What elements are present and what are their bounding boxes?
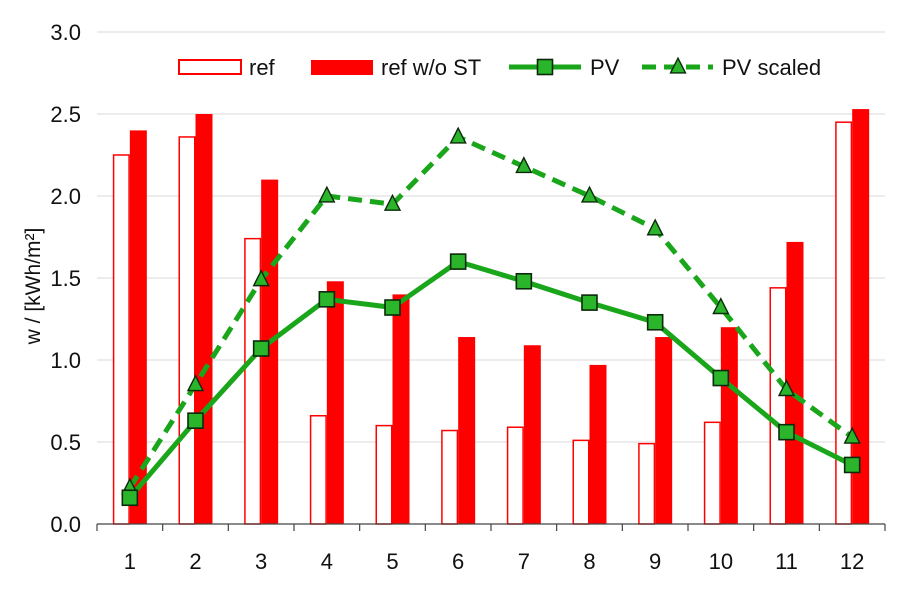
x-tick-label: 6: [452, 549, 464, 574]
x-tick-label: 4: [321, 549, 333, 574]
legend-marker-pv: [536, 58, 554, 76]
x-tick-label: 3: [255, 549, 267, 574]
bar-ref-wo-st: [195, 114, 213, 524]
point-pv: [581, 294, 598, 311]
point-pv-scaled: [252, 269, 270, 287]
bar-ref-wo-st: [852, 109, 870, 524]
x-tick-label: 12: [840, 549, 864, 574]
bar-ref-wo-st: [129, 130, 147, 524]
x-tick-label: 9: [649, 549, 661, 574]
legend-swatch-ref: [178, 59, 242, 75]
bar-ref-wo-st: [589, 364, 607, 524]
point-pv: [515, 272, 533, 290]
x-tick-label: 8: [583, 549, 595, 574]
point-pv: [252, 340, 270, 357]
point-pv: [843, 456, 861, 474]
point-pv: [121, 489, 139, 507]
x-tick-label: 5: [386, 549, 398, 574]
line-pv-scaled: [127, 134, 854, 490]
point-pv-scaled: [383, 193, 402, 211]
bar-ref: [769, 287, 787, 525]
point-pv: [318, 291, 336, 308]
point-pv: [384, 299, 401, 316]
line-pv: [127, 259, 854, 500]
bar-ref: [506, 426, 524, 525]
point-pv: [778, 423, 795, 441]
legend-label-pv: PV: [590, 55, 620, 80]
point-pv-scaled: [515, 156, 533, 174]
point-pv-scaled: [843, 426, 861, 444]
legend-marker-pv-scaled: [669, 56, 687, 74]
y-axis-title: w / [kWh/m²]: [22, 228, 45, 346]
legend-label-ref: ref: [249, 55, 276, 80]
grid: [97, 31, 885, 443]
bar-ref-wo-st: [458, 337, 476, 524]
bar-ref-wo-st: [326, 281, 344, 524]
point-pv: [646, 313, 664, 331]
x-tick-label: 1: [124, 549, 136, 574]
bar-ref-wo-st: [392, 294, 410, 524]
point-pv-scaled: [646, 218, 664, 236]
legend: ref ref w/o ST PV PV scaled: [178, 55, 821, 80]
legend-label-pv-scaled: PV scaled: [722, 55, 821, 80]
bar-ref: [638, 442, 656, 525]
point-pv-scaled: [777, 379, 796, 397]
point-pv-scaled: [580, 185, 599, 203]
bar-ref: [309, 415, 327, 525]
legend-swatch-ref-wo-st: [311, 60, 373, 75]
y-tick-label: 1.5: [50, 266, 81, 291]
bar-ref-wo-st: [720, 327, 738, 524]
y-tick-label: 2.0: [50, 184, 81, 209]
y-tick-label: 3.0: [50, 20, 81, 45]
point-pv: [449, 253, 467, 270]
bar-ref: [572, 439, 590, 525]
y-tick-label: 1.0: [50, 348, 81, 373]
y-tick-label: 2.5: [50, 102, 81, 127]
point-pv-scaled: [186, 374, 205, 392]
x-tick-label: 11: [775, 549, 798, 574]
bar-ref: [112, 154, 130, 525]
x-tick-label: 2: [189, 549, 201, 574]
point-pv-scaled: [318, 185, 336, 203]
bar-ref: [375, 424, 393, 525]
point-pv-scaled: [712, 297, 730, 315]
legend-label-ref-wo-st: ref w/o ST: [381, 55, 481, 80]
bar-ref-wo-st: [523, 345, 541, 524]
x-tick-label: 7: [518, 549, 530, 574]
x-tick-label: 10: [709, 549, 733, 574]
lines: [121, 126, 861, 507]
y-tick-label: 0.5: [50, 430, 81, 455]
y-tick-label: 0.0: [50, 512, 81, 537]
point-pv-scaled: [449, 126, 467, 144]
bar-ref-wo-st: [786, 241, 804, 525]
axes: 0.00.51.01.52.02.53.01 2 3 4 5 6 7 8 9 10 11 12: [50, 20, 886, 574]
bars: [112, 109, 870, 525]
bar-ref-wo-st: [655, 337, 673, 524]
point-pv: [187, 412, 204, 429]
bar-ref: [703, 421, 721, 525]
point-pv: [712, 369, 730, 387]
bar-ref: [441, 429, 459, 525]
bar-ref: [178, 136, 196, 525]
